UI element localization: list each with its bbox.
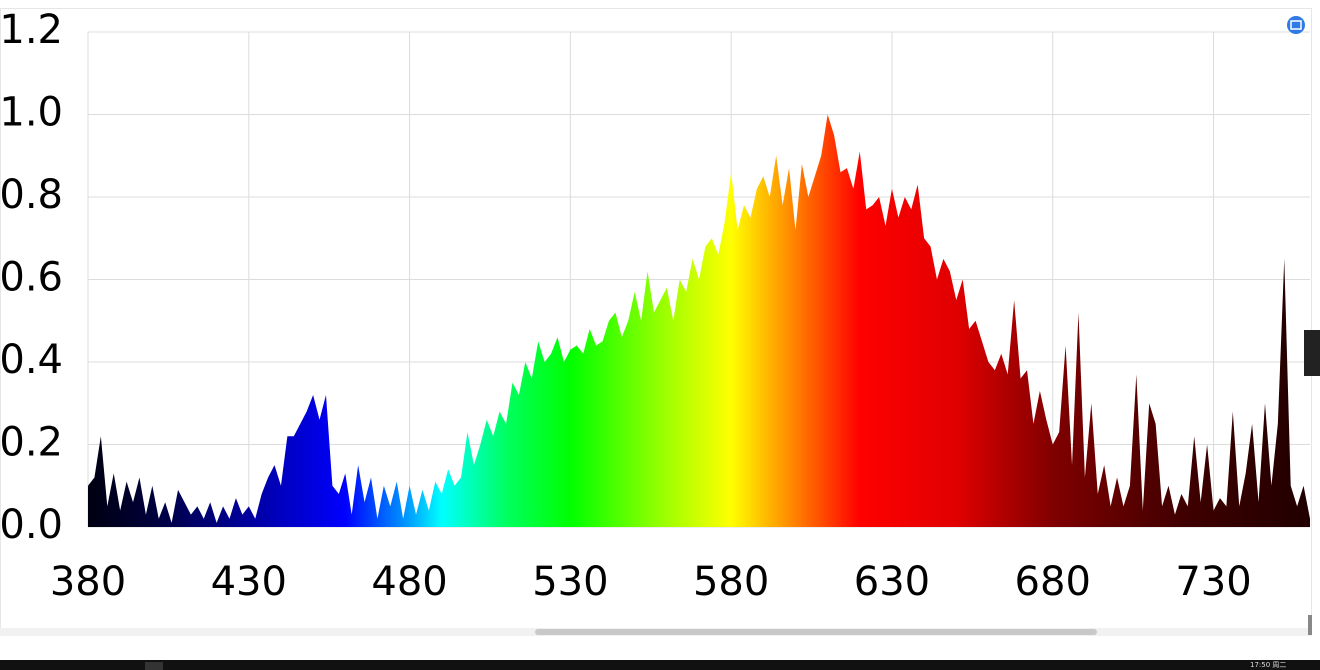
y-tick-label: 0.4 [0,337,63,383]
y-tick-label: 0.2 [0,420,63,466]
x-tick-label: 730 [1175,559,1251,605]
y-tick-label: 0.0 [0,502,63,548]
x-tick-label: 380 [50,559,126,605]
side-tab[interactable] [1304,330,1320,376]
y-tick-label: 1.2 [0,7,63,53]
x-tick-label: 430 [211,559,287,605]
y-tick-label: 0.8 [0,172,63,218]
menu-icon[interactable] [1287,16,1305,34]
x-tick-label: 630 [854,559,930,605]
scrollbar-thumb[interactable] [535,629,1097,635]
x-tick-label: 480 [371,559,447,605]
taskbar [0,660,1320,670]
y-tick-label: 1.0 [0,90,63,136]
vscroll [1308,615,1312,635]
menu-icon-glyph [1290,20,1302,30]
taskbar-app[interactable] [145,662,163,670]
y-tick-label: 0.6 [0,255,63,301]
x-tick-label: 580 [693,559,769,605]
x-tick-label: 530 [532,559,608,605]
taskbar-clock: 17:50 周二 [1250,661,1286,669]
spectrum-area [88,114,1310,527]
x-tick-label: 680 [1015,559,1091,605]
